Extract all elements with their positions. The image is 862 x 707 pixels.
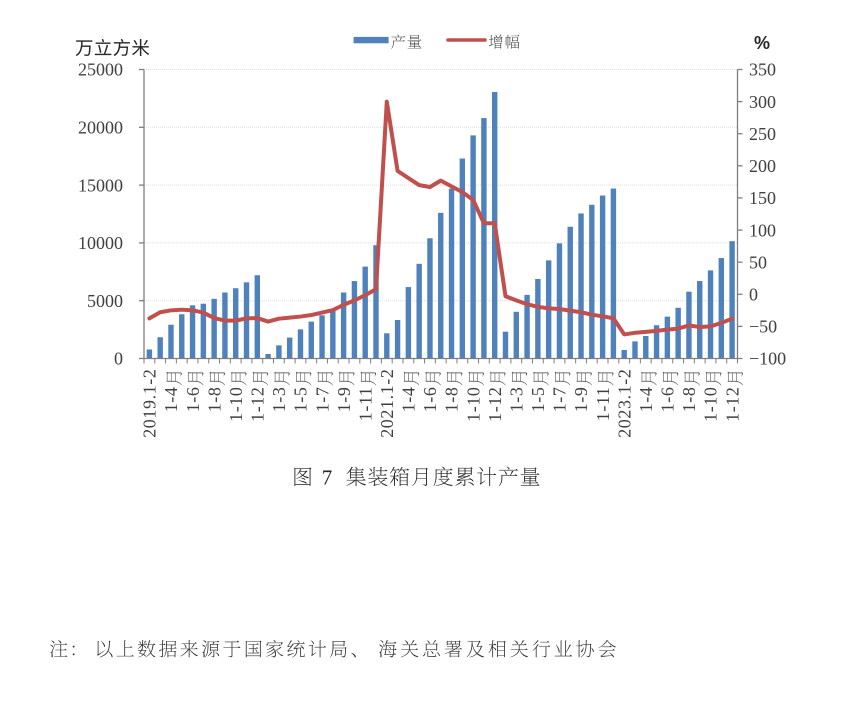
svg-text:1-11: 1-11 bbox=[355, 387, 375, 422]
svg-text:1-3: 1-3 bbox=[269, 387, 289, 413]
svg-text:1-9: 1-9 bbox=[571, 387, 591, 413]
svg-text:300: 300 bbox=[749, 92, 776, 112]
svg-text:1-8: 1-8 bbox=[204, 387, 224, 413]
svg-text:200: 200 bbox=[749, 156, 776, 176]
svg-text:1-10: 1-10 bbox=[701, 387, 721, 422]
svg-text:1-12: 1-12 bbox=[485, 387, 505, 422]
svg-text:−50: −50 bbox=[749, 317, 777, 337]
svg-text:−100: −100 bbox=[749, 349, 786, 369]
svg-text:20000: 20000 bbox=[78, 118, 123, 138]
svg-text:350: 350 bbox=[749, 60, 776, 80]
svg-text:25000: 25000 bbox=[78, 60, 123, 80]
svg-text:2023.1-2: 2023.1-2 bbox=[614, 369, 634, 438]
svg-text:1-11: 1-11 bbox=[593, 387, 613, 422]
svg-text:1-4: 1-4 bbox=[161, 387, 181, 413]
svg-text:1-5: 1-5 bbox=[291, 387, 311, 413]
svg-text:2021.1-2: 2021.1-2 bbox=[377, 369, 397, 438]
svg-text:1-8: 1-8 bbox=[442, 387, 462, 413]
svg-text:1-7: 1-7 bbox=[550, 387, 570, 413]
svg-text:10000: 10000 bbox=[78, 233, 123, 253]
svg-text:1-6: 1-6 bbox=[420, 387, 440, 413]
svg-text:1-4: 1-4 bbox=[399, 387, 419, 413]
svg-text:1-7: 1-7 bbox=[312, 387, 332, 413]
svg-text:100: 100 bbox=[749, 220, 776, 240]
svg-text:1-5: 1-5 bbox=[528, 387, 548, 413]
svg-text:1-9: 1-9 bbox=[334, 387, 354, 413]
svg-text:1-10: 1-10 bbox=[463, 387, 483, 422]
svg-text:1-3: 1-3 bbox=[506, 387, 526, 413]
svg-text:7: 7 bbox=[322, 466, 333, 490]
svg-text:2019.1-2: 2019.1-2 bbox=[140, 369, 160, 438]
svg-text:250: 250 bbox=[749, 124, 776, 144]
svg-text:1-4: 1-4 bbox=[636, 387, 656, 413]
svg-text:150: 150 bbox=[749, 188, 776, 208]
svg-text:1-12: 1-12 bbox=[722, 387, 742, 422]
svg-text:0: 0 bbox=[114, 349, 123, 369]
svg-text:1-6: 1-6 bbox=[658, 387, 678, 413]
svg-text:1-12: 1-12 bbox=[247, 387, 267, 422]
svg-text:50: 50 bbox=[749, 252, 767, 272]
svg-text:%: % bbox=[754, 33, 770, 53]
svg-text:1-10: 1-10 bbox=[226, 387, 246, 422]
svg-text:5000: 5000 bbox=[87, 291, 123, 311]
svg-text:1-6: 1-6 bbox=[183, 387, 203, 413]
svg-text:0: 0 bbox=[749, 285, 758, 305]
svg-text:1-8: 1-8 bbox=[679, 387, 699, 413]
svg-text:15000: 15000 bbox=[78, 175, 123, 195]
